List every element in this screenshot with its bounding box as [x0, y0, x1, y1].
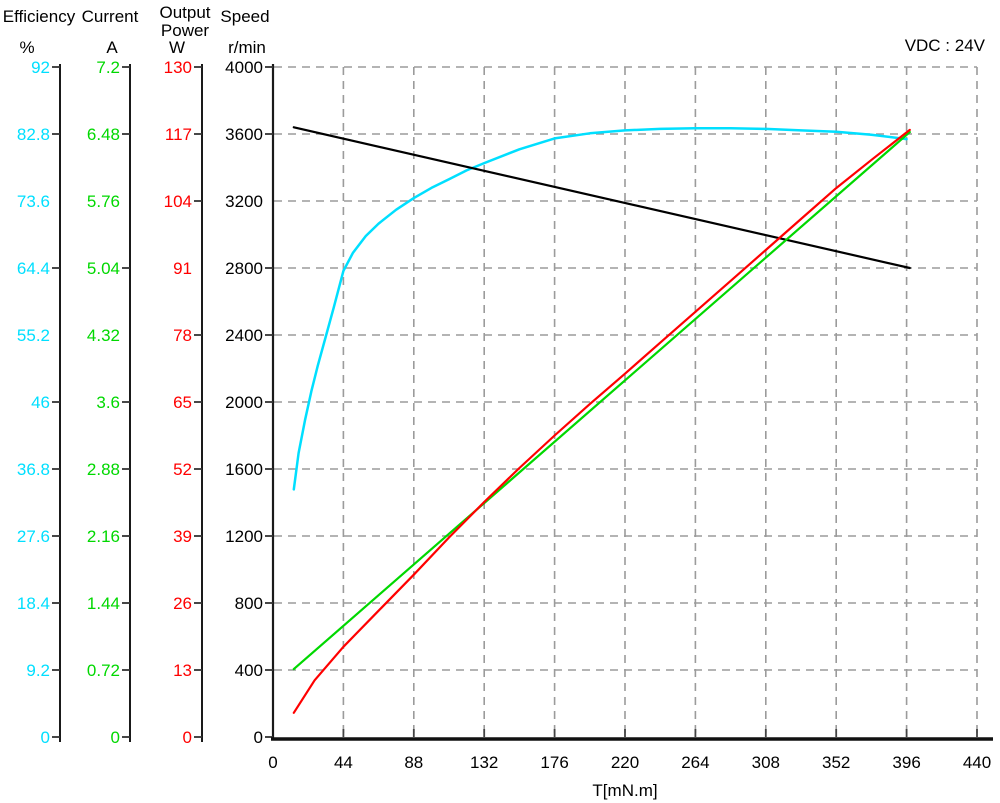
- power-tick-label: 13: [173, 661, 192, 680]
- x-tick-label: 396: [892, 753, 920, 772]
- power-tick-label: 65: [173, 393, 192, 412]
- efficiency-tick-label: 82.8: [17, 125, 50, 144]
- efficiency-tick-label: 73.6: [17, 192, 50, 211]
- power-tick-label: 130: [164, 58, 192, 77]
- current-tick-label: 2.88: [87, 460, 120, 479]
- efficiency-tick-label: 46: [31, 393, 50, 412]
- x-tick-label: 264: [681, 753, 709, 772]
- power-tick-label: 78: [173, 326, 192, 345]
- current-axis-unit: A: [106, 38, 118, 57]
- power-tick-label: 52: [173, 460, 192, 479]
- current-tick-label: 0: [111, 728, 120, 747]
- speed-tick-label: 2800: [225, 259, 263, 278]
- series-speed-line: [292, 126, 911, 270]
- power-tick-label: 104: [164, 192, 192, 211]
- current-tick-label: 1.44: [87, 594, 120, 613]
- x-tick-label: 308: [752, 753, 780, 772]
- power-tick-label: 117: [165, 125, 192, 144]
- speed-tick-label: 2400: [225, 326, 263, 345]
- power-axis-title-line2: Power: [160, 21, 210, 40]
- efficiency-tick-label: 36.8: [17, 460, 50, 479]
- efficiency-tick-label: 64.4: [17, 259, 50, 278]
- x-tick-label: 220: [611, 753, 639, 772]
- efficiency-tick-label: 92: [31, 58, 50, 77]
- x-tick-label: 440: [963, 753, 991, 772]
- speed-tick-label: 1600: [225, 460, 263, 479]
- power-tick-label: 26: [173, 594, 192, 613]
- vdc-annotation: VDC : 24V: [904, 36, 985, 55]
- speed-axis-unit: r/min: [228, 38, 266, 57]
- series-output-power-line: [292, 128, 911, 714]
- efficiency-tick-label: 27.6: [17, 527, 50, 546]
- x-tick-label: 88: [404, 753, 423, 772]
- x-tick-label: 132: [470, 753, 498, 772]
- current-tick-label: 5.76: [87, 192, 120, 211]
- current-tick-label: 6.48: [87, 125, 120, 144]
- x-axis-label: T[mN.m]: [592, 781, 657, 800]
- series-current-line: [292, 131, 911, 671]
- speed-tick-label: 3600: [225, 125, 263, 144]
- x-tick-label: 44: [334, 753, 353, 772]
- current-tick-label: 4.32: [87, 326, 120, 345]
- speed-axis-title: Speed: [220, 7, 270, 26]
- efficiency-axis-title: Efficiency: [2, 7, 76, 26]
- current-tick-label: 5.04: [87, 259, 120, 278]
- x-tick-label: 352: [822, 753, 850, 772]
- x-tick-label: 0: [268, 753, 277, 772]
- speed-tick-label: 0: [254, 728, 263, 747]
- power-tick-label: 91: [173, 259, 192, 278]
- efficiency-tick-label: 55.2: [17, 326, 50, 345]
- current-axis-title: Current: [81, 7, 139, 26]
- speed-tick-label: 1200: [225, 527, 263, 546]
- power-axis-title-line1: Output: [159, 3, 211, 22]
- efficiency-tick-label: 18.4: [17, 594, 50, 613]
- current-tick-label: 0.72: [87, 661, 120, 680]
- series-efficiency-line: [292, 126, 908, 491]
- speed-tick-label: 3200: [225, 192, 263, 211]
- current-tick-label: 2.16: [87, 527, 120, 546]
- power-axis-title: Output Power: [145, 4, 225, 40]
- efficiency-tick-label: 0: [41, 728, 50, 747]
- power-axis-unit: W: [168, 38, 186, 57]
- current-tick-label: 7.2: [96, 58, 120, 77]
- speed-tick-label: 400: [235, 661, 263, 680]
- efficiency-tick-label: 9.2: [26, 661, 50, 680]
- speed-tick-label: 2000: [225, 393, 263, 412]
- speed-tick-label: 4000: [225, 58, 263, 77]
- x-tick-label: 176: [540, 753, 568, 772]
- power-tick-label: 39: [173, 527, 192, 546]
- current-tick-label: 3.6: [96, 393, 120, 412]
- power-tick-label: 0: [183, 728, 192, 747]
- speed-tick-label: 800: [235, 594, 263, 613]
- efficiency-axis-unit: %: [19, 38, 35, 57]
